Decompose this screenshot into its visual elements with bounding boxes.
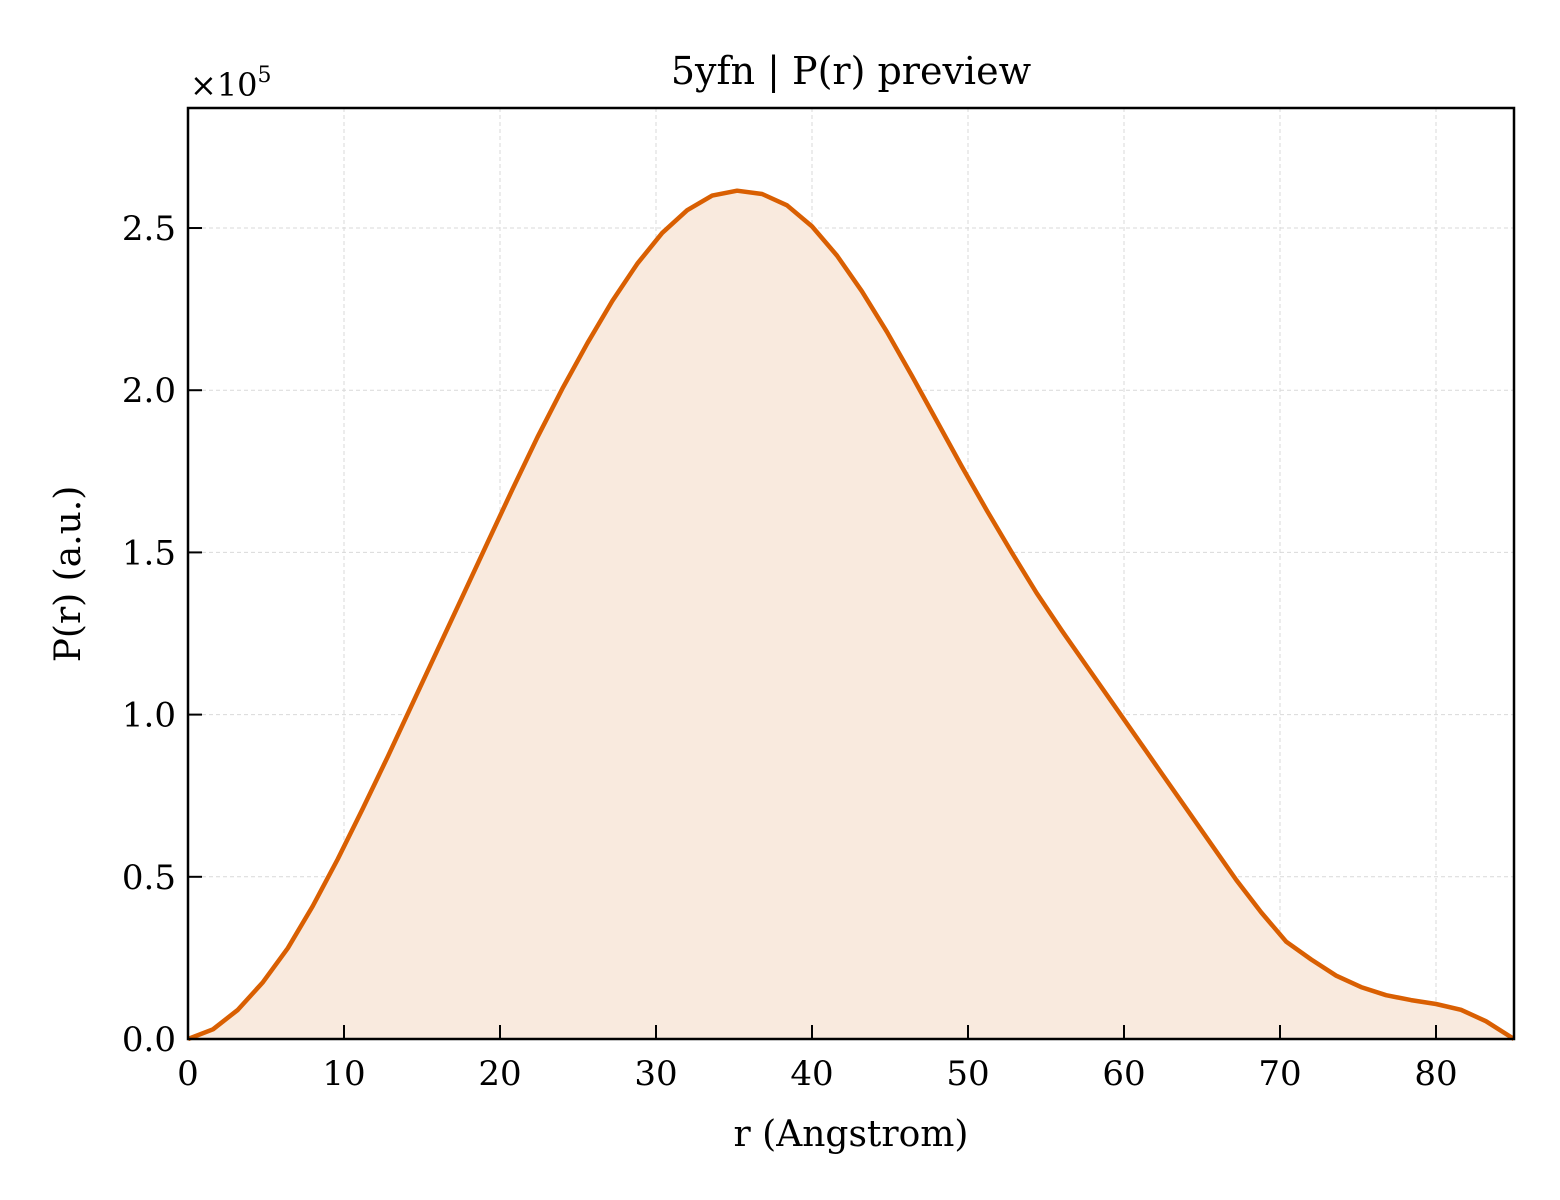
y-tick-label: 0.0 bbox=[122, 1020, 176, 1060]
x-tick-label: 70 bbox=[1258, 1054, 1301, 1094]
y-tick-label: 1.5 bbox=[122, 533, 176, 573]
axis-tick-labels: 0 10 20 30 40 50 60 70 80 0.0 0.5 1.0 1.5 2.0 2.5 bbox=[122, 209, 1458, 1094]
y-tick-label: 1.0 bbox=[122, 696, 176, 736]
y-tick-label: 2.5 bbox=[122, 209, 176, 249]
y-axis-label: P(r) (a.u.) bbox=[48, 486, 89, 663]
pr-area-fill bbox=[188, 190, 1514, 1039]
axis-ticks bbox=[187, 227, 1437, 1040]
plot-frame bbox=[186, 106, 1516, 1041]
x-tick-label: 30 bbox=[634, 1054, 677, 1094]
y-multiplier-base: ×10 bbox=[190, 66, 258, 104]
x-tick-label: 20 bbox=[478, 1054, 521, 1094]
x-tick-label: 10 bbox=[322, 1054, 365, 1094]
x-tick-label: 50 bbox=[946, 1054, 989, 1094]
x-tick-label: 0 bbox=[177, 1054, 199, 1094]
x-tick-label: 80 bbox=[1414, 1054, 1457, 1094]
x-axis-label: r (Angstrom) bbox=[734, 1114, 969, 1155]
chart-title: 5yfn | P(r) preview bbox=[671, 49, 1032, 93]
x-tick-label: 40 bbox=[790, 1054, 833, 1094]
pr-series-line bbox=[187, 188, 1516, 1042]
y-multiplier-exponent: 5 bbox=[258, 63, 272, 88]
y-multiplier-label: ×105 bbox=[190, 63, 272, 104]
y-tick-label: 2.0 bbox=[122, 371, 176, 411]
x-tick-label: 60 bbox=[1102, 1054, 1145, 1094]
y-tick-label: 0.5 bbox=[122, 858, 176, 898]
